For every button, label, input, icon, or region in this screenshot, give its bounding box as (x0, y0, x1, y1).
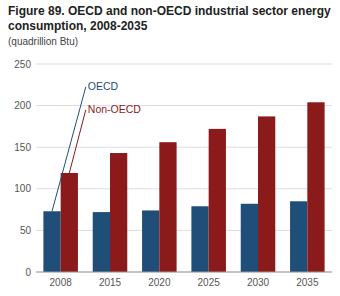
bar (142, 210, 159, 272)
bar (159, 142, 176, 272)
subtitle: (quadrillion Btu) (8, 36, 78, 47)
x-axis-line (36, 272, 332, 273)
title-line: consumption, 2008-2035 (8, 19, 148, 33)
bar (110, 153, 127, 272)
grid-line (36, 64, 332, 65)
grid-line (36, 188, 332, 189)
bar (93, 212, 110, 272)
y-tick-label: 50 (20, 225, 32, 236)
series-label: Non-OECD (88, 103, 142, 115)
x-tick-label: 2015 (99, 277, 122, 288)
x-tick-label: 2030 (247, 277, 270, 288)
leader-line (69, 110, 86, 173)
y-tick-label: 200 (14, 100, 31, 111)
grid-line (36, 272, 332, 273)
x-tick-label: 2020 (148, 277, 171, 288)
x-tick-label: 2025 (198, 277, 221, 288)
bar (191, 206, 208, 272)
y-tick-label: 100 (14, 183, 31, 194)
bar (209, 129, 226, 272)
title: Figure 89. OECD and non-OECD industrial … (8, 4, 331, 33)
bar (307, 102, 324, 272)
chart: Figure 89. OECD and non-OECD industrial … (0, 0, 340, 296)
bar (43, 211, 60, 272)
y-tick-label: 150 (14, 142, 31, 153)
y-tick-label: 250 (14, 59, 31, 70)
series-label: OECD (88, 80, 119, 92)
leader-line (52, 87, 86, 211)
grid-line (36, 230, 332, 231)
title-line: Figure 89. OECD and non-OECD industrial … (8, 4, 331, 18)
x-tick-label: 2035 (296, 277, 319, 288)
bar (241, 204, 258, 272)
bars (43, 102, 324, 272)
bar (61, 173, 78, 272)
bar (290, 201, 307, 272)
y-tick-label: 0 (25, 267, 31, 278)
grid-line (36, 147, 332, 148)
x-tick-label: 2008 (50, 277, 73, 288)
bar (258, 116, 275, 272)
